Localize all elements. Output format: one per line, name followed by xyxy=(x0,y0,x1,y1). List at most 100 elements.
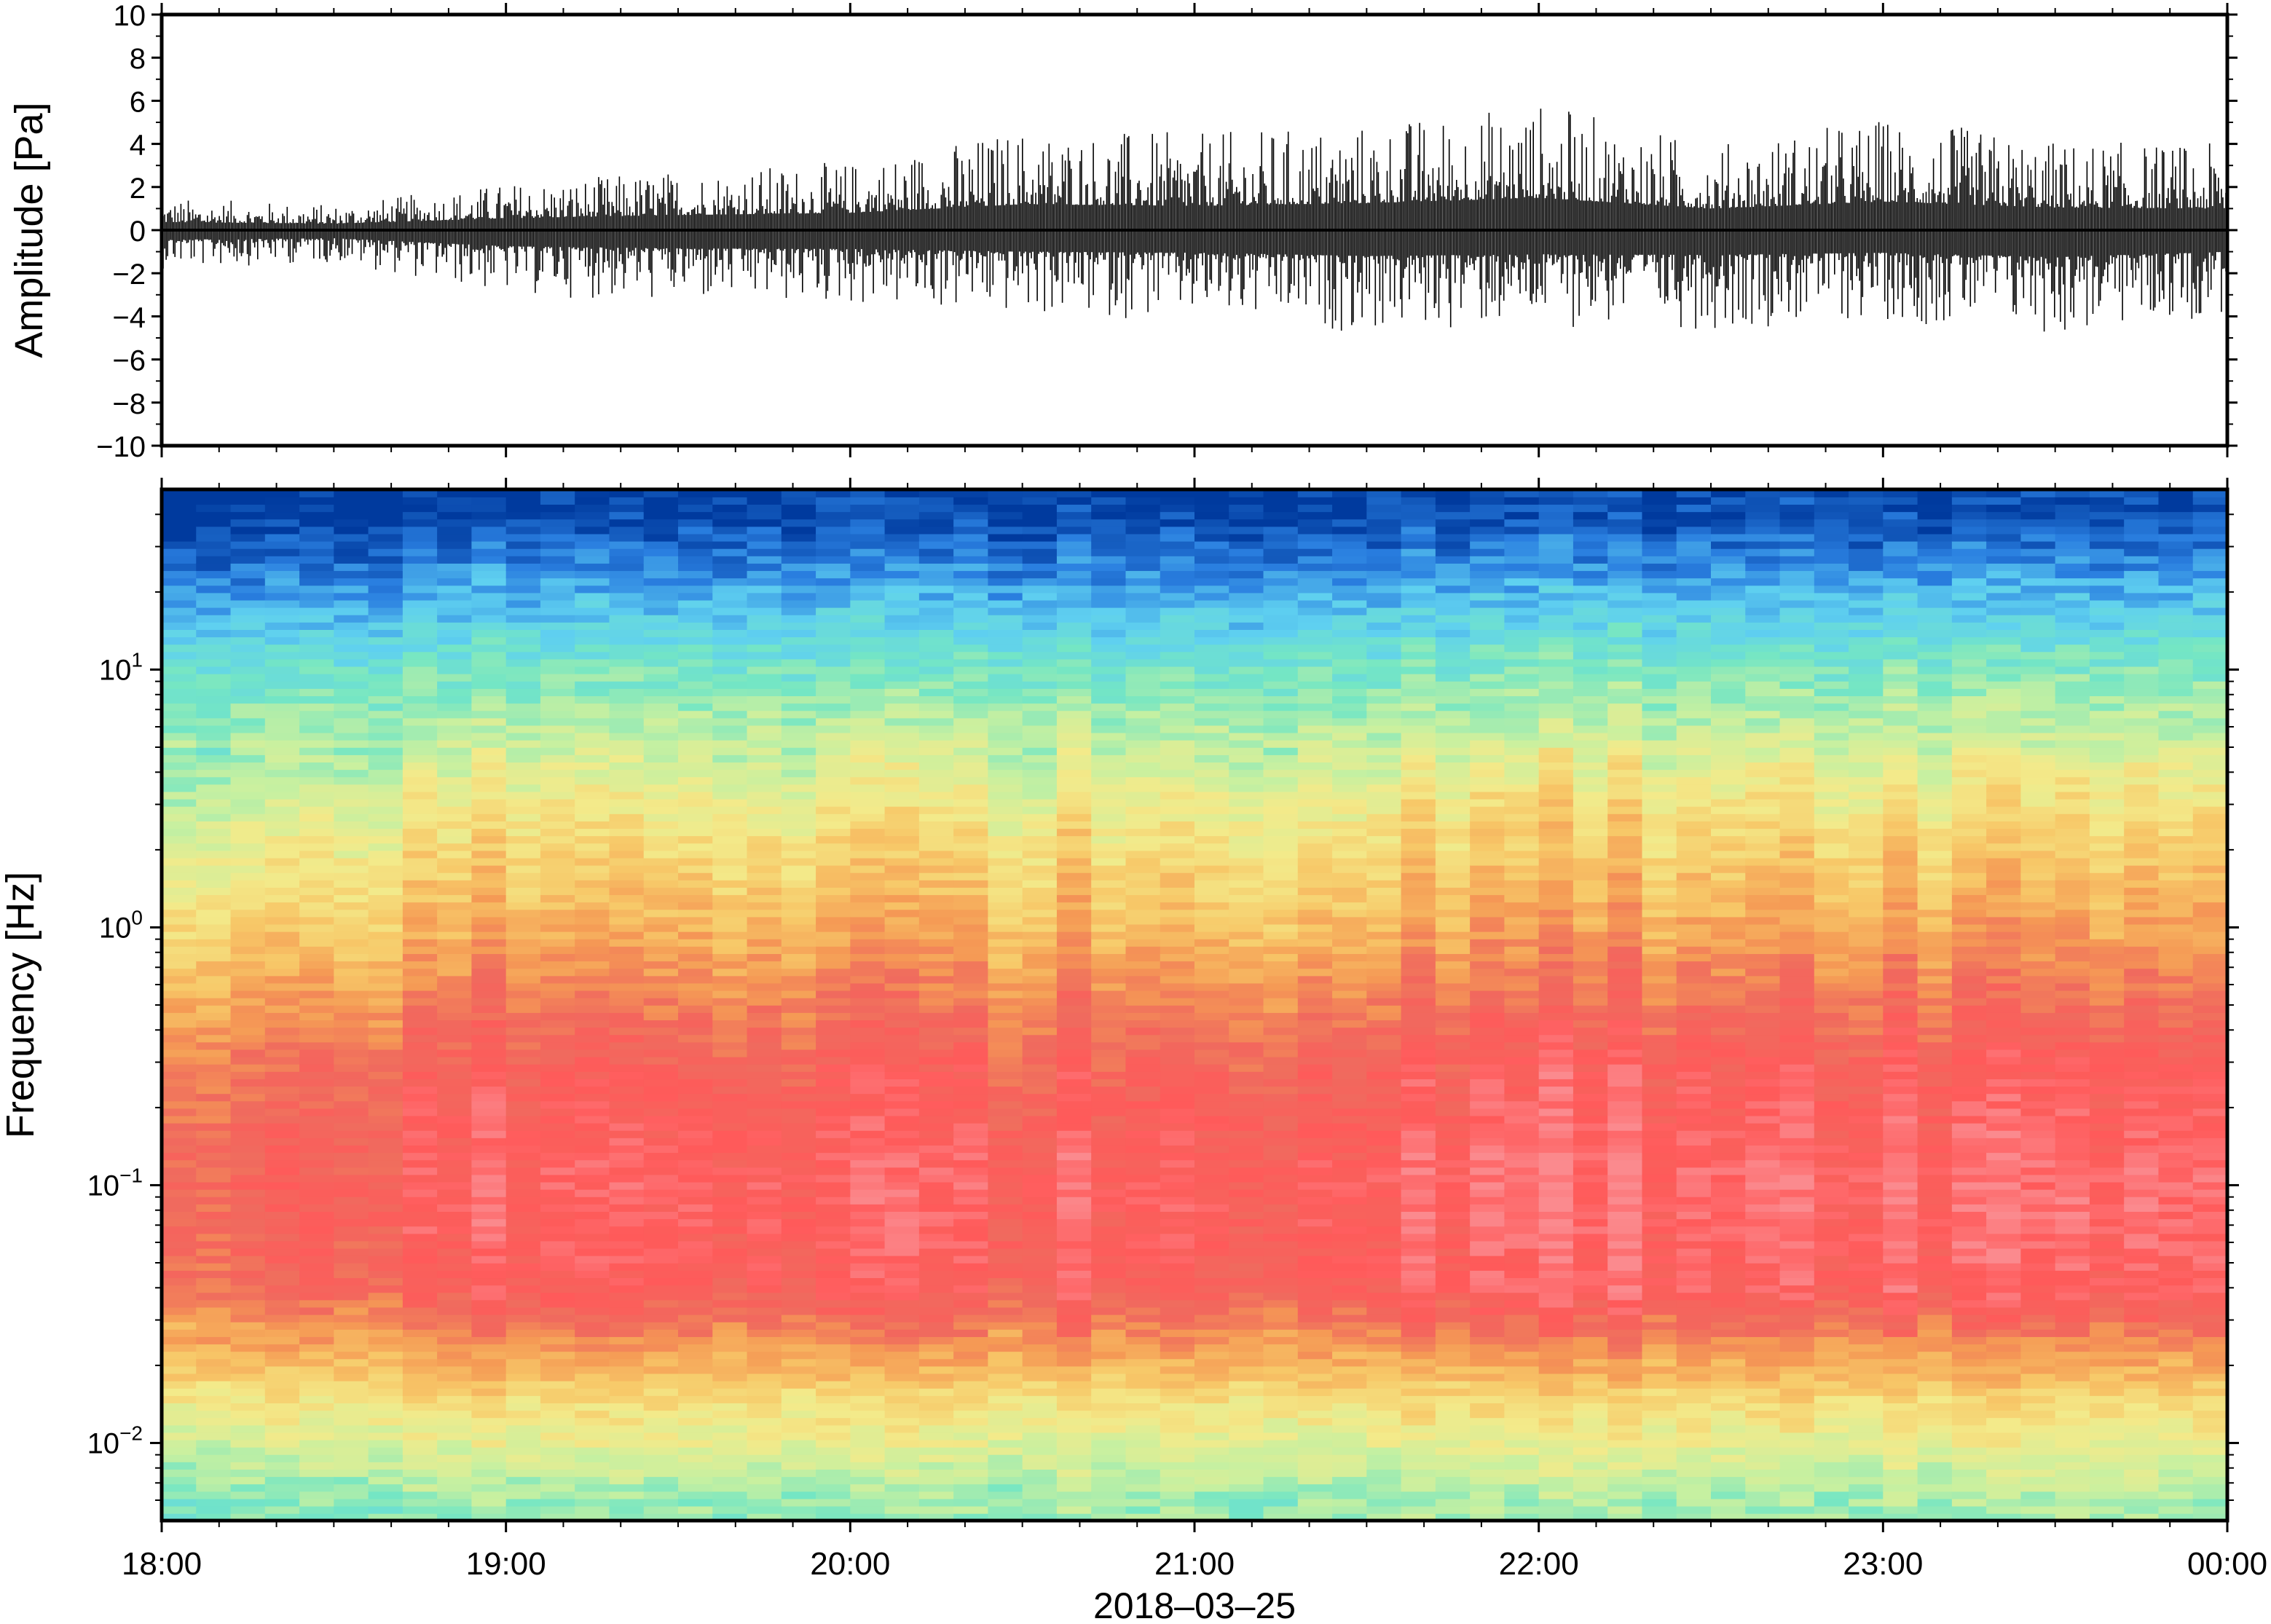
spectrogram-cell xyxy=(1263,695,1299,704)
spectrogram-cell xyxy=(1160,540,1195,549)
spectrogram-cell xyxy=(1160,526,1195,535)
spectrogram-cell xyxy=(781,887,816,896)
spectrogram-cell xyxy=(1022,747,1058,755)
spectrogram-cell xyxy=(1160,762,1195,770)
spectrogram-cell xyxy=(1297,1079,1333,1087)
spectrogram-cell xyxy=(1332,990,1368,998)
spectrogram-cell xyxy=(1229,607,1264,615)
spectrogram-cell xyxy=(471,1483,507,1492)
spectrogram-cell xyxy=(575,1454,610,1462)
spectrogram-cell xyxy=(437,1255,473,1264)
spectrogram-cell xyxy=(918,570,954,579)
spectrogram-cell xyxy=(1263,1071,1299,1079)
spectrogram-cell xyxy=(1194,990,1230,998)
spectrogram-cell xyxy=(1022,798,1058,807)
spectrogram-cell xyxy=(1056,1196,1092,1205)
spectrogram-cell xyxy=(643,1255,679,1264)
spectrogram-cell xyxy=(712,519,748,527)
spectrogram-cell xyxy=(1160,1100,1195,1109)
spectrogram-cell xyxy=(162,1454,197,1462)
spectrogram-cell xyxy=(816,997,851,1006)
spectrogram-cell xyxy=(918,1469,954,1478)
spectrogram-cell xyxy=(540,1181,575,1190)
spectrogram-cell xyxy=(264,688,300,696)
spectrogram-cell xyxy=(781,1462,816,1470)
spectrogram-cell xyxy=(781,1204,816,1212)
spectrogram-cell xyxy=(918,540,954,549)
spectrogram-cell xyxy=(988,1196,1023,1205)
spectrogram-cell xyxy=(437,1314,473,1323)
spectrogram-cell xyxy=(747,1483,782,1492)
spectrogram-cell xyxy=(643,1314,679,1323)
spectrogram-cell xyxy=(1229,997,1264,1006)
spectrogram-cell xyxy=(1056,1063,1092,1072)
spectrogram-cell xyxy=(471,533,507,542)
spectrogram-cell xyxy=(264,821,300,829)
spectrogram-cell xyxy=(678,894,714,903)
spectrogram-cell xyxy=(1125,1240,1161,1249)
spectrogram-cell xyxy=(1332,791,1368,800)
spectrogram-cell xyxy=(575,1247,610,1256)
spectrogram-cell xyxy=(437,1329,473,1337)
spectrogram-cell xyxy=(988,556,1023,564)
spectrogram-cell xyxy=(575,1145,610,1154)
spectrogram-cell xyxy=(402,1462,438,1470)
spectrogram-cell xyxy=(1125,828,1161,837)
spectrogram-cell xyxy=(712,916,748,925)
spectrogram-cell xyxy=(678,1130,714,1138)
spectrogram-cell xyxy=(781,1351,816,1360)
spectrogram-cell xyxy=(953,1174,989,1183)
spectrogram-cell xyxy=(471,607,507,615)
spectrogram-cell xyxy=(1022,990,1058,998)
spectrogram-cell xyxy=(575,1432,610,1440)
spectrogram-cell xyxy=(1194,1285,1230,1293)
spectrogram-cell xyxy=(953,1204,989,1212)
spectrogram-cell xyxy=(471,828,507,837)
spectrogram-cell xyxy=(643,1299,679,1308)
spectrogram-cell xyxy=(918,614,954,623)
spectrogram-cell xyxy=(1091,563,1127,572)
spectrogram-cell xyxy=(437,1498,473,1507)
spectrogram-cell xyxy=(264,680,300,689)
spectrogram-cell xyxy=(575,563,610,572)
spectrogram-cell xyxy=(609,1181,645,1190)
spectrogram-cell xyxy=(1091,1255,1127,1264)
spectrogram-cell xyxy=(918,1071,954,1079)
spectrogram-cell xyxy=(850,1403,886,1411)
spectrogram-cell xyxy=(1263,511,1299,520)
spectrogram-cell xyxy=(609,762,645,770)
spectrogram-cell xyxy=(196,1336,232,1345)
spectrogram-cell xyxy=(540,1063,575,1072)
spectrogram-cell xyxy=(850,909,886,918)
spectrogram-cell xyxy=(368,526,404,535)
spectrogram-cell xyxy=(264,1344,300,1352)
spectrogram-cell xyxy=(540,533,575,542)
spectrogram-cell xyxy=(1194,1336,1230,1345)
spectrogram-cell xyxy=(712,1329,748,1337)
spectrogram-cell xyxy=(1297,710,1333,719)
spectrogram-cell xyxy=(1332,1410,1368,1419)
spectrogram-cell xyxy=(1022,1454,1058,1462)
spectrogram-cell xyxy=(540,754,575,763)
spectrogram-cell xyxy=(368,1403,404,1411)
spectrogram-cell xyxy=(230,1454,266,1462)
spectrogram-cell xyxy=(643,1469,679,1478)
spectrogram-cell xyxy=(1297,813,1333,821)
spectrogram-cell xyxy=(1297,1005,1333,1013)
spectrogram-cell xyxy=(402,695,438,704)
spectrogram-cell xyxy=(1160,1483,1195,1492)
spectrogram-cell xyxy=(1194,739,1230,748)
spectrogram-cell xyxy=(437,526,473,535)
spectrogram-cell xyxy=(437,1152,473,1161)
spectrogram-cell xyxy=(1229,1454,1264,1462)
spectrogram-cell xyxy=(334,695,369,704)
spectrogram-cell xyxy=(816,916,851,925)
spectrogram-cell xyxy=(1229,644,1264,653)
spectrogram-cell xyxy=(162,1306,197,1315)
spectrogram-cell xyxy=(918,1218,954,1227)
spectrogram-cell xyxy=(334,1027,369,1036)
spectrogram-cell xyxy=(230,725,266,733)
spectrogram-cell xyxy=(884,843,920,851)
spectrogram-cell xyxy=(540,997,575,1006)
spectrogram-cell xyxy=(988,570,1023,579)
